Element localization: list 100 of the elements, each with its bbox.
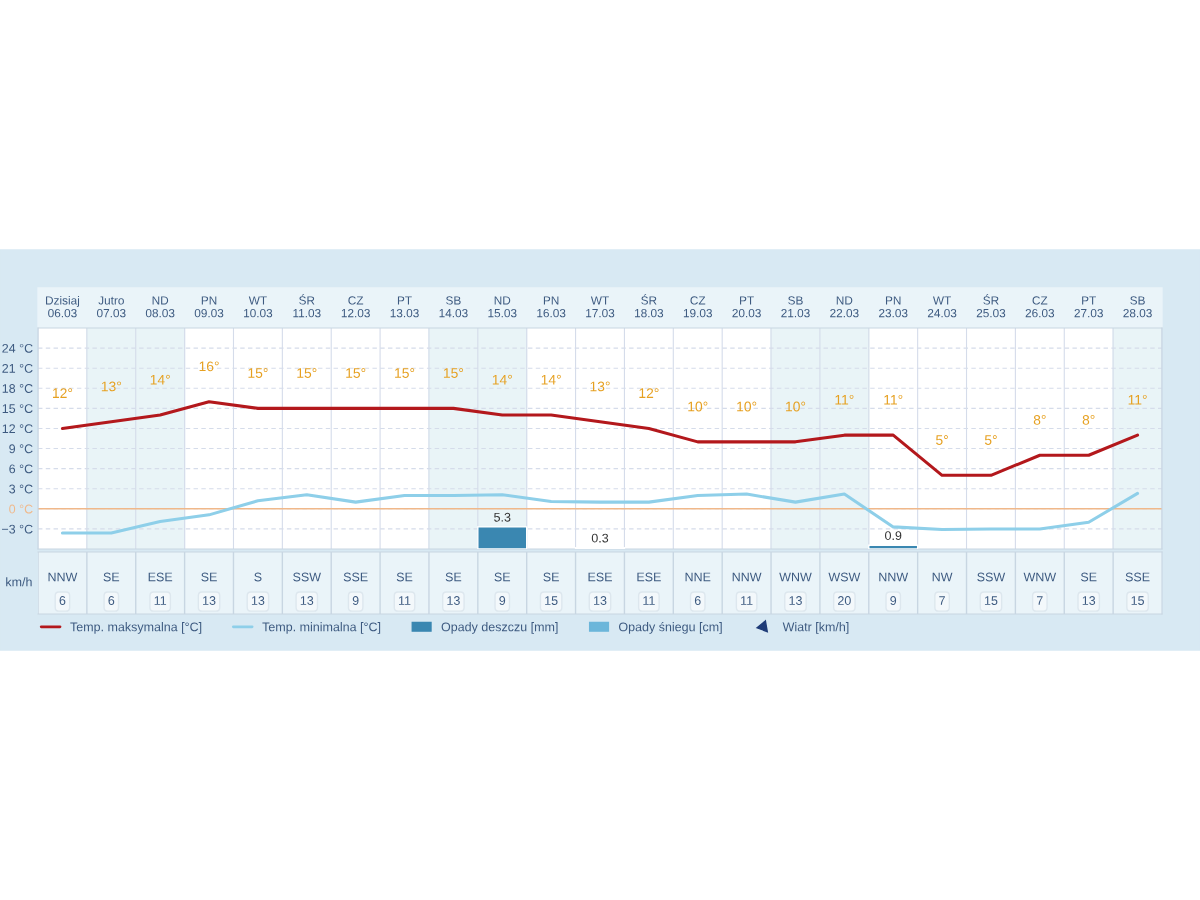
data-label: 15° [395, 368, 415, 378]
x-tick-label: WT 24.03 [927, 296, 957, 318]
data-label: 13 [594, 596, 607, 605]
x-tick-label: CZ 12.03 [341, 296, 370, 318]
y-tick-label: 3 °C [9, 484, 33, 494]
data-label: 14° [492, 374, 512, 385]
x-tick-label: PT 13.03 [390, 296, 419, 318]
x-tick-label: Dzisiaj 06.03 [46, 295, 80, 318]
data-label: 5° [936, 435, 948, 445]
legend-label: Opady deszczu [mm] [441, 622, 558, 634]
data-label: 10° [688, 401, 708, 412]
x-tick-label: ND 15.03 [488, 296, 517, 318]
x-tick-label: SB 21.03 [781, 296, 810, 318]
text: SSE [1125, 572, 1150, 582]
data-label: 16° [199, 361, 219, 372]
x-tick-label: ND 22.03 [830, 296, 859, 318]
data-label: 15° [297, 368, 317, 378]
data-label: 15 [984, 596, 998, 605]
x-tick-label: SB 14.03 [439, 296, 468, 318]
x-tick-label: PT 20.03 [732, 296, 761, 318]
data-label: 0.9 [885, 531, 902, 540]
data-label: 5.3 [494, 512, 511, 522]
x-tick-label: PN 09.03 [194, 296, 224, 318]
data-label: 15 [1131, 596, 1144, 605]
text: NNW [879, 572, 909, 582]
text: ESE [637, 572, 661, 582]
data-label: 12° [639, 388, 659, 398]
x-tick-label: PT 27.03 [1074, 296, 1103, 318]
x-tick-label: ŚR 11.03 [293, 293, 321, 318]
text: ESE [588, 572, 612, 582]
data-label: 6 [694, 596, 701, 605]
data-label: 11 [154, 596, 167, 605]
legend-label: Temp. maksymalna [°C] [70, 622, 202, 634]
data-label: 13 [203, 596, 216, 605]
text: SE [1080, 572, 1097, 582]
x-tick-label: WT 17.03 [586, 296, 615, 318]
data-label: 20 [838, 596, 851, 605]
text: SE [445, 572, 462, 582]
text: SSE [343, 572, 368, 582]
legend-label: Wiatr [km/h] [782, 622, 849, 634]
text: NNW [732, 572, 762, 582]
x-tick-label: SB 28.03 [1123, 296, 1152, 318]
data-label: 12° [52, 388, 73, 398]
text: NNW [48, 572, 78, 582]
data-label: 14° [150, 374, 170, 385]
text: SE [543, 572, 559, 582]
data-label: 15 [545, 596, 558, 605]
data-label: 7 [939, 596, 945, 605]
text: NNE [685, 572, 711, 582]
data-label: 13 [789, 596, 802, 605]
data-label: 13° [101, 381, 121, 392]
data-label: 11 [741, 596, 753, 605]
text: SE [103, 572, 120, 582]
x-tick-label: CZ 26.03 [1025, 296, 1055, 318]
x-tick-label: ND 08.03 [145, 296, 175, 318]
text: km/h [6, 577, 32, 587]
data-label: 11 [643, 596, 655, 605]
legend-label: Opady śniegu [cm] [619, 621, 722, 634]
data-label: 6 [108, 596, 115, 605]
data-label: 0.3 [591, 533, 609, 543]
data-label: 10° [786, 401, 806, 412]
text: S [254, 572, 262, 582]
data-label: 14° [541, 374, 561, 385]
y-tick-label: 24 °C [2, 343, 33, 353]
y-tick-label: 9 °C [9, 444, 33, 454]
text: SSW [293, 572, 321, 582]
data-label: 15° [443, 368, 464, 378]
y-tick-label: 6 °C [9, 464, 33, 474]
x-tick-label: PN 23.03 [879, 296, 908, 318]
x-tick-label: CZ 19.03 [683, 296, 712, 318]
x-tick-label: ŚR 18.03 [635, 293, 664, 318]
data-label: 11° [884, 394, 903, 405]
text: WSW [828, 572, 861, 582]
y-tick-label: 0 °C [9, 504, 33, 514]
data-label: 13 [1082, 596, 1096, 605]
data-label: 15° [248, 368, 268, 378]
data-label: 6 [59, 596, 66, 605]
x-tick-label: ŚR 25.03 [976, 293, 1006, 318]
data-label: 13 [447, 596, 460, 605]
y-tick-label: 21 °C [2, 363, 33, 373]
text: NW [932, 572, 953, 582]
text: WNW [779, 572, 812, 582]
text: SE [396, 572, 413, 582]
text: ESE [148, 572, 173, 582]
y-tick-label: 18 °C [2, 384, 33, 393]
text: SE [494, 572, 511, 582]
x-tick-label: WT 10.03 [244, 296, 273, 318]
data-label: 11° [1128, 394, 1147, 405]
data-label: 10° [737, 401, 757, 412]
text: SE [201, 572, 217, 582]
y-tick-label: 12 °C [2, 424, 33, 434]
data-label: 8° [1033, 414, 1046, 425]
x-tick-label: PN 16.03 [537, 296, 566, 318]
data-label: 13 [251, 596, 265, 605]
data-label: 5° [984, 435, 997, 445]
data-label: 7 [1036, 596, 1043, 605]
data-label: 13 [300, 596, 314, 605]
data-label: 9 [499, 596, 506, 605]
text: WNW [1023, 572, 1057, 582]
y-tick-label: 15 °C [2, 404, 33, 414]
